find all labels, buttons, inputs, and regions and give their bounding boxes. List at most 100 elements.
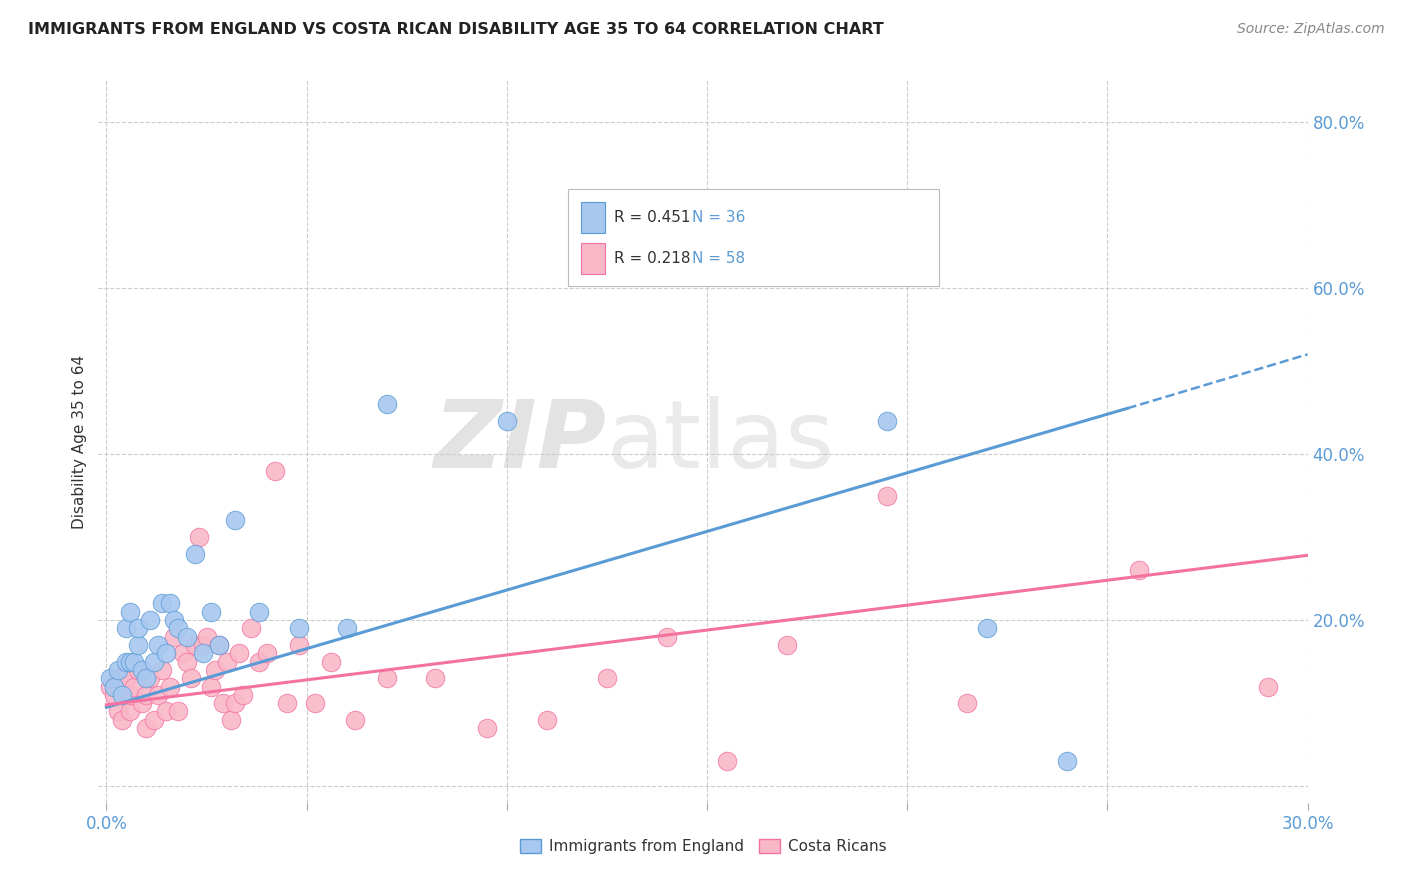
Point (115, 621, 138, 635)
Text: IMMIGRANTS FROM ENGLAND VS COSTA RICAN DISABILITY AGE 35 TO 64 CORRELATION CHART: IMMIGRANTS FROM ENGLAND VS COSTA RICAN D… (28, 22, 884, 37)
Point (191, 638, 214, 652)
Point (120, 688, 142, 702)
Point (224, 696, 246, 710)
Point (179, 671, 201, 685)
Point (423, 671, 446, 685)
Text: N = 58: N = 58 (692, 252, 745, 266)
Legend: Immigrants from England, Costa Ricans: Immigrants from England, Costa Ricans (513, 833, 893, 860)
Point (688, 248, 710, 262)
Point (1128, 563, 1150, 577)
Point (263, 464, 285, 478)
Point (103, 688, 125, 702)
Point (127, 638, 149, 652)
Point (200, 680, 222, 694)
Point (876, 414, 898, 428)
Point (100, 671, 122, 685)
Text: N = 36: N = 36 (692, 210, 745, 225)
Point (135, 721, 157, 735)
Point (1056, 754, 1078, 768)
Point (135, 671, 157, 685)
Point (1257, 680, 1279, 694)
Point (135, 688, 157, 702)
Point (228, 646, 250, 660)
Point (976, 621, 998, 635)
Point (172, 646, 194, 660)
Point (256, 646, 278, 660)
Point (120, 605, 142, 619)
Point (224, 513, 246, 527)
Point (247, 655, 270, 669)
Point (103, 680, 125, 694)
Point (127, 621, 149, 635)
Y-axis label: Disability Age 35 to 64: Disability Age 35 to 64 (72, 354, 87, 529)
Point (124, 655, 146, 669)
Point (143, 655, 166, 669)
Point (120, 705, 142, 719)
Point (100, 680, 122, 694)
Point (596, 671, 619, 685)
Point (716, 754, 738, 768)
Text: R = 0.451: R = 0.451 (614, 210, 690, 225)
Point (475, 721, 498, 735)
Point (115, 671, 138, 685)
Point (207, 638, 229, 652)
Point (139, 613, 162, 627)
Point (232, 688, 254, 702)
Point (183, 547, 205, 561)
Point (115, 655, 138, 669)
Point (176, 630, 198, 644)
Point (176, 655, 198, 669)
Point (107, 671, 129, 685)
Point (200, 605, 222, 619)
Point (111, 713, 134, 727)
Point (124, 680, 146, 694)
Point (187, 530, 209, 544)
Point (159, 680, 181, 694)
Point (148, 638, 170, 652)
Point (304, 696, 326, 710)
Text: R = 0.218: R = 0.218 (614, 252, 690, 266)
Text: ZIP: ZIP (433, 395, 606, 488)
Point (195, 630, 218, 644)
Point (207, 638, 229, 652)
Point (167, 621, 190, 635)
Point (536, 713, 558, 727)
Point (107, 663, 129, 677)
Point (319, 655, 342, 669)
Point (131, 696, 153, 710)
Point (155, 646, 177, 660)
Point (159, 597, 181, 611)
Point (191, 646, 214, 660)
Point (143, 713, 166, 727)
Point (956, 696, 979, 710)
Point (163, 630, 186, 644)
Point (215, 655, 238, 669)
Point (276, 696, 298, 710)
Point (183, 638, 205, 652)
Text: atlas: atlas (606, 395, 835, 488)
Point (343, 713, 366, 727)
Point (107, 705, 129, 719)
Point (219, 713, 242, 727)
Point (375, 397, 398, 411)
Point (152, 597, 174, 611)
Point (655, 630, 678, 644)
Point (287, 621, 309, 635)
Point (131, 663, 153, 677)
Point (111, 688, 134, 702)
Point (167, 705, 190, 719)
Point (495, 414, 517, 428)
Point (204, 663, 226, 677)
Point (139, 671, 162, 685)
Point (776, 638, 799, 652)
Point (211, 696, 233, 710)
Point (375, 671, 398, 685)
Point (336, 621, 359, 635)
Point (239, 621, 262, 635)
Point (876, 489, 898, 503)
Point (247, 605, 270, 619)
Point (120, 655, 142, 669)
Point (287, 638, 309, 652)
Text: Source: ZipAtlas.com: Source: ZipAtlas.com (1237, 22, 1385, 37)
Point (127, 663, 149, 677)
